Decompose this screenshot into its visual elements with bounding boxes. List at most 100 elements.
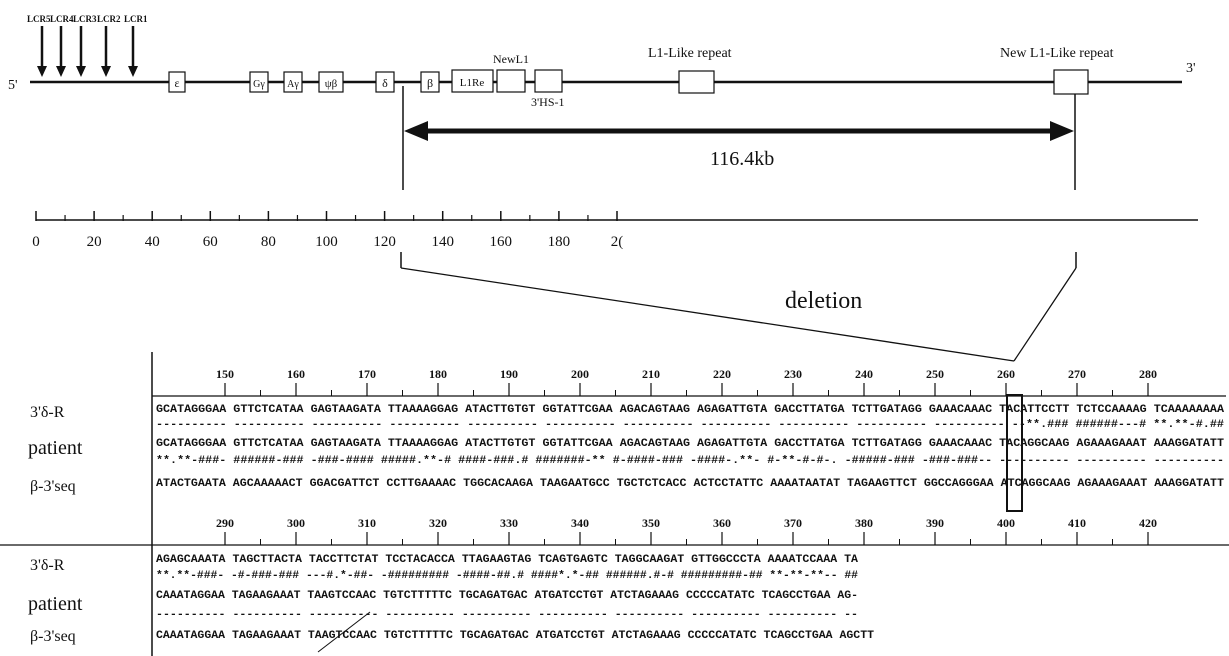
five-prime-label: 5': [8, 78, 18, 93]
l1like-label: L1-Like repeat: [648, 46, 732, 61]
ruler-label: 340: [571, 516, 589, 530]
ruler-label: 250: [926, 367, 944, 381]
scale-tick-label: 140: [431, 234, 454, 250]
ruler-label: 170: [358, 367, 376, 381]
scale-tick-label: 100: [315, 234, 338, 250]
gene-box-delta: [375, 71, 395, 93]
ruler-label: 160: [287, 367, 305, 381]
gene-box-a-gamma: [283, 71, 303, 93]
l1re-label: L1Re: [460, 77, 485, 89]
gene-label-delta: δ: [382, 76, 388, 90]
hs1-box: [534, 69, 563, 93]
gene-label-g-gamma: Gγ: [253, 79, 265, 90]
annotation-stroke: [317, 611, 371, 653]
lcr-arrowhead-4: [56, 66, 66, 77]
lcr-arrowhead-1: [128, 66, 138, 77]
scale-tick-label: 0: [32, 234, 40, 250]
lcr-label-5: LCR5: [27, 14, 51, 24]
ruler-ticks-1: 150 160 170 180 190 200 210 220 230 240 250 260 270 2…: [216, 367, 1157, 396]
new-l1like-label: New L1-Like repeat: [1000, 46, 1114, 61]
kb-scale: 0 20 40 60 80 100 120 140 160 180 2(: [32, 211, 1198, 250]
ruler-label: 270: [1068, 367, 1086, 381]
scale-tick-label: 180: [548, 234, 571, 250]
ruler-label: 180: [429, 367, 447, 381]
gene-label-a-gamma: Aγ: [287, 79, 299, 90]
ruler-label: 410: [1068, 516, 1086, 530]
projection-left-line: [400, 267, 1015, 362]
scale-tick-label: 2(: [611, 234, 624, 250]
scale-tick-label: 120: [373, 234, 396, 250]
breakpoint-box: [1006, 394, 1023, 512]
gene-box-psi-beta: [318, 71, 344, 93]
ref-match-2: **.**-###- -#-###-### ---#.*-##- -######…: [156, 570, 858, 582]
lcr-label-4: LCR4: [50, 14, 74, 24]
ruler-label: 320: [429, 516, 447, 530]
ruler-label: 330: [500, 516, 518, 530]
gene-box-epsilon: [168, 71, 186, 93]
ruler-label: 300: [287, 516, 305, 530]
scale-tick-label: 80: [261, 234, 276, 250]
deletion-label: deletion: [785, 288, 862, 314]
beta-match-1: **.**-###- ######-### -###-#### #####.**…: [156, 455, 1224, 467]
ref-seq-1: GCATAGGGAA GTTCTCATAA GAGTAAGATA TTAAAAG…: [156, 404, 1224, 416]
ruler-label: 420: [1139, 516, 1157, 530]
row-label-ref-2: 3'δ-R: [30, 557, 65, 574]
new-l1like-box: [1053, 69, 1089, 95]
l1like-box: [678, 70, 715, 94]
ruler-label: 220: [713, 367, 731, 381]
patient-seq-1: GCATAGGGAA GTTCTCATAA GAGTAAGATA TTAAAAG…: [156, 438, 1224, 450]
ruler-label: 190: [500, 367, 518, 381]
row-label-patient-1: patient: [28, 437, 83, 459]
gene-label-beta: β: [427, 76, 433, 90]
three-prime-label: 3': [1186, 61, 1196, 76]
scale-tick-label: 20: [87, 234, 102, 250]
l1re-box: [451, 69, 494, 93]
ruler-label: 210: [642, 367, 660, 381]
gene-label-psi-beta: ψβ: [325, 78, 338, 90]
lcr-label-2: LCR2: [97, 14, 121, 24]
gene-box-g-gamma: [249, 71, 269, 93]
lcr-arrowhead-2: [101, 66, 111, 77]
ruler-label: 290: [216, 516, 234, 530]
row-label-beta-1: β-3'seq: [30, 478, 76, 495]
gene-map: 5' 3' LCR5 LCR4 LCR3 LCR2 LCR1 ε Gγ: [8, 14, 1196, 190]
ref-match-1: ---------- ---------- ---------- -------…: [156, 419, 1224, 431]
row-label-beta-2: β-3'seq: [30, 628, 76, 645]
hs1-label: 3'HS-1: [531, 95, 565, 109]
lcr-arrowhead-5: [37, 66, 47, 77]
gene-boxes: ε Gγ Aγ ψβ δ β L1Re: [168, 69, 1089, 95]
projection-right-line: [1013, 267, 1077, 362]
ruler-label: 230: [784, 367, 802, 381]
ruler-label: 150: [216, 367, 234, 381]
ruler-label: 380: [855, 516, 873, 530]
ruler-label: 260: [997, 367, 1015, 381]
beta-match-2: ---------- ---------- ---------- -------…: [156, 609, 858, 621]
row-label-patient-2: patient: [28, 593, 83, 615]
scale-tick-label: 160: [490, 234, 513, 250]
ruler-label: 240: [855, 367, 873, 381]
lcr-arrowhead-3: [76, 66, 86, 77]
ruler-label: 310: [358, 516, 376, 530]
beta-seq-2: CAAATAGGAA TAGAAGAAAT TAAGTCCAAC TGTCTTT…: [156, 630, 874, 642]
lcr-label-3: LCR3: [73, 14, 97, 24]
sequence-alignment: 150 160 170 180 190 200 210 220 230 240 250 260 270 2…: [0, 352, 1229, 656]
gene-box-beta: [420, 71, 440, 93]
ruler-label: 350: [642, 516, 660, 530]
row-label-ref-1: 3'δ-R: [30, 404, 65, 421]
ruler-label: 370: [784, 516, 802, 530]
ref-seq-2: AGAGCAAATA TAGCTTACTA TACCTTCTAT TCCTACA…: [156, 554, 858, 566]
patient-seq-2: CAAATAGGAA TAGAAGAAAT TAAGTCCAAC TGTCTTT…: [156, 590, 858, 602]
scale-tick-label: 60: [203, 234, 218, 250]
deletion-projection: deletion: [400, 252, 1077, 362]
scale-ticks: 0 20 40 60 80 100 120 140 160 180 2(: [32, 211, 623, 250]
beta-seq-1: ATACTGAATA AGCAAAAACT GGACGATTCT CCTTGAA…: [156, 478, 1224, 490]
lcr-label-1: LCR1: [124, 14, 148, 24]
deletion-arrowhead-left: [404, 121, 428, 141]
ruler-label: 400: [997, 516, 1015, 530]
newl1-label: NewL1: [493, 52, 529, 66]
ruler-label: 390: [926, 516, 944, 530]
scale-tick-label: 40: [145, 234, 160, 250]
ruler-label: 360: [713, 516, 731, 530]
deletion-size-label: 116.4kb: [710, 148, 774, 170]
